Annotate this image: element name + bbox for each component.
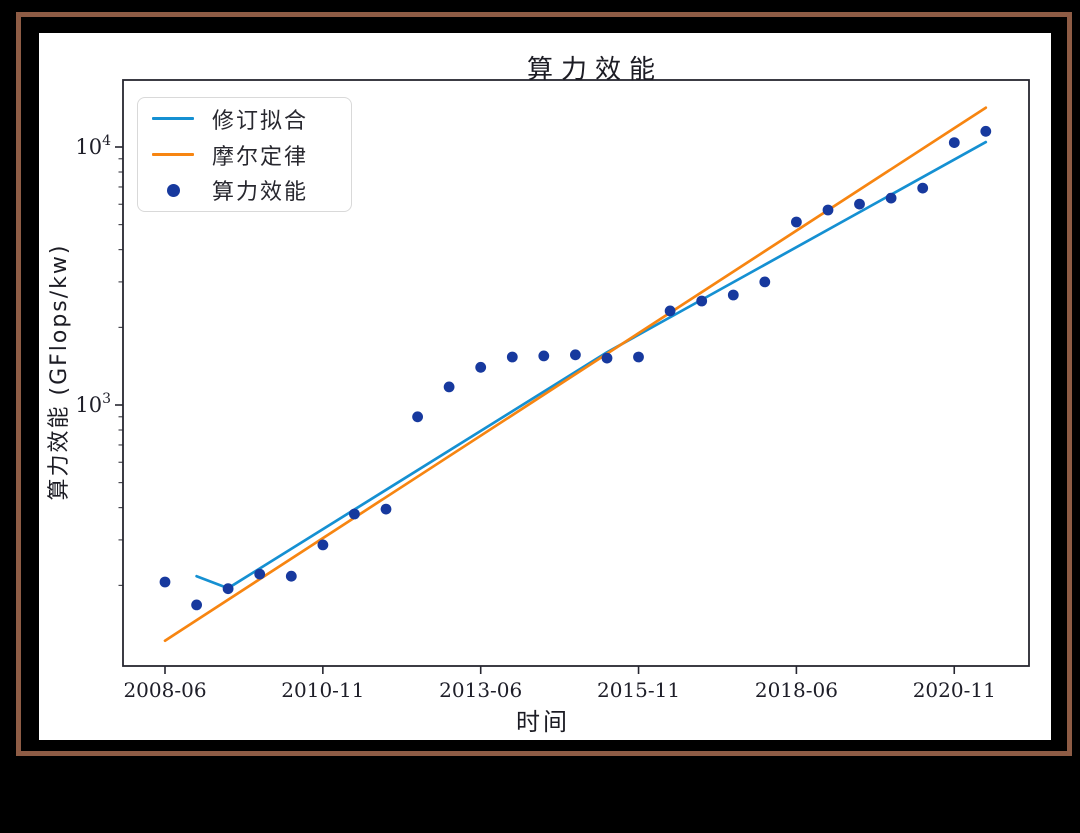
- scatter-point: [664, 305, 676, 317]
- scatter-point: [222, 583, 234, 595]
- x-axis-tick-label: 2015-11: [597, 678, 680, 702]
- x-axis-tick-label: 2010-11: [281, 678, 364, 702]
- legend-line-sample-blue: [152, 117, 194, 121]
- x-axis-tick-label: 2020-11: [913, 678, 996, 702]
- legend: 修订拟合 摩尔定律 算力效能: [137, 97, 352, 212]
- legend-item-label: 修订拟合: [212, 108, 309, 134]
- scatter-point: [791, 216, 802, 228]
- scatter-point: [443, 381, 455, 393]
- scatter-point: [538, 350, 550, 362]
- y-axis-label: 算力效能 (GFlops/kw): [47, 243, 72, 501]
- series-line-修订拟合: [195, 140, 988, 590]
- plot-border: [122, 79, 1030, 667]
- scatter-point: [980, 125, 992, 137]
- scatter-point: [191, 599, 203, 611]
- y-axis-tick-label: 104: [75, 133, 111, 159]
- scatter-point: [854, 198, 865, 210]
- legend-item-label: 摩尔定律: [212, 144, 309, 170]
- chart-title: 算力效能: [526, 55, 664, 85]
- legend-item-moore-law: 摩尔定律: [138, 138, 351, 172]
- scatter-point: [380, 503, 392, 515]
- y-axis-tick-label: 103: [75, 391, 111, 417]
- legend-item-label: 算力效能: [212, 180, 309, 206]
- series-line-摩尔定律: [163, 106, 988, 643]
- scatter-point: [759, 276, 771, 288]
- decorative-frame: [16, 12, 1072, 756]
- scatter-point: [285, 570, 297, 582]
- legend-line-sample-orange: [152, 153, 194, 156]
- scatter-point: [917, 182, 929, 194]
- x-axis-tick-label: 2018-06: [755, 678, 838, 702]
- scatter-point: [475, 361, 487, 373]
- scatter-point: [506, 351, 518, 363]
- x-axis-tick-label: 2013-06: [439, 678, 522, 702]
- scatter-point: [633, 351, 644, 363]
- scatter-point: [948, 137, 960, 148]
- scatter-point: [601, 352, 613, 364]
- legend-dot-sample: [152, 183, 194, 197]
- scatter-point: [317, 539, 329, 551]
- scatter-point: [349, 508, 360, 520]
- chart-figure: 103 104 2008-06 2010-11 2013-06 2015-11 2018-0…: [39, 33, 1051, 740]
- scatter-point: [822, 204, 834, 216]
- scatter-point: [254, 568, 266, 580]
- legend-item-revised-fit: 修订拟合: [138, 102, 351, 136]
- scatter-point: [727, 289, 739, 301]
- scatter-point: [412, 411, 423, 423]
- scatter-point: [570, 349, 581, 361]
- plot-svg: 103 104 2008-06 2010-11 2013-06 2015-11 2018-0…: [75, 79, 1030, 702]
- x-axis-tick-label: 2008-06: [123, 678, 206, 702]
- scatter-point: [159, 576, 171, 588]
- legend-item-efficiency: 算力效能: [138, 173, 351, 207]
- x-axis-label: 时间: [516, 708, 570, 736]
- scatter-point: [885, 192, 897, 204]
- scatter-point: [696, 295, 708, 307]
